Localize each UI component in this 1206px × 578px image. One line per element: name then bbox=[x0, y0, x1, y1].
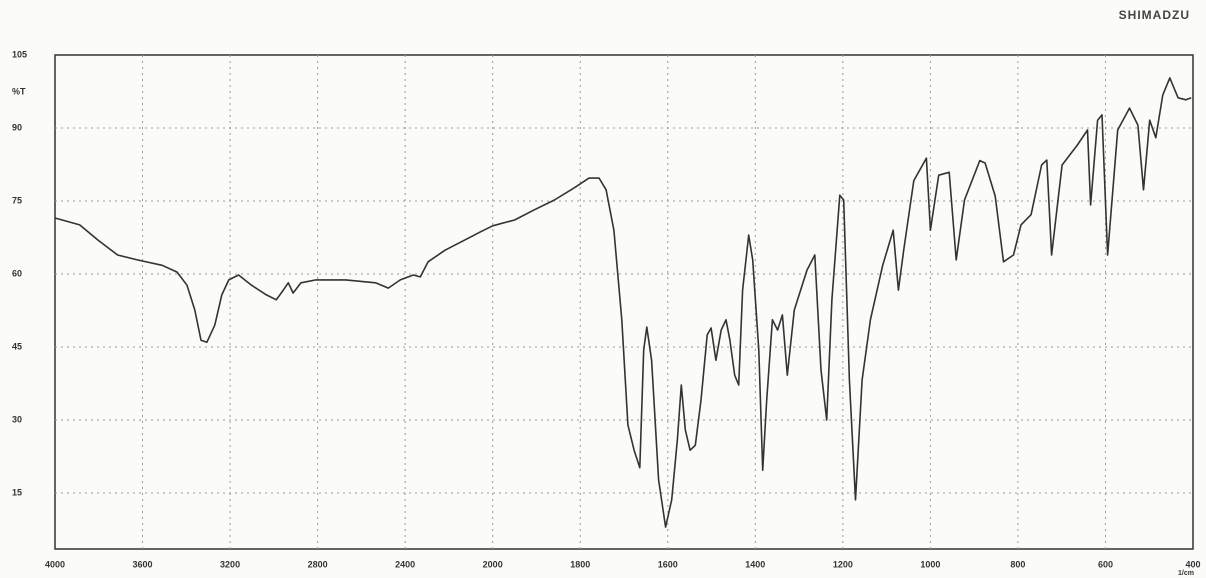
x-tick-label: 2000 bbox=[483, 559, 503, 569]
x-tick-label: 1600 bbox=[658, 559, 678, 569]
x-label: 1/cm bbox=[1178, 570, 1194, 577]
x-tick-label: 1800 bbox=[570, 559, 590, 569]
y-tick-label: 75 bbox=[12, 195, 22, 205]
brand: SHIMADZU bbox=[1119, 8, 1190, 22]
x-tick-label: 2400 bbox=[395, 559, 415, 569]
x-tick-label: 1000 bbox=[920, 559, 940, 569]
x-tick-label: 600 bbox=[1098, 559, 1113, 569]
plot-frame bbox=[54, 54, 1194, 550]
x-tick-label: 2800 bbox=[308, 559, 328, 569]
y-tick-label: 105 bbox=[12, 49, 27, 59]
y-tick-label: 15 bbox=[12, 487, 22, 497]
y-label: %T bbox=[12, 86, 26, 96]
y-tick-label: 30 bbox=[12, 414, 22, 424]
x-tick-label: 4000 bbox=[45, 559, 65, 569]
x-tick-label: 1200 bbox=[833, 559, 853, 569]
y-tick-label: 60 bbox=[12, 268, 22, 278]
y-tick-label: 90 bbox=[12, 122, 22, 132]
x-tick-label: 800 bbox=[1010, 559, 1025, 569]
y-tick-label: 45 bbox=[12, 341, 22, 351]
x-tick-label: 1400 bbox=[745, 559, 765, 569]
spectrum-line bbox=[54, 77, 1192, 528]
x-tick-label: 400 bbox=[1185, 559, 1200, 569]
x-tick-label: 3600 bbox=[133, 559, 153, 569]
x-tick-label: 3200 bbox=[220, 559, 240, 569]
